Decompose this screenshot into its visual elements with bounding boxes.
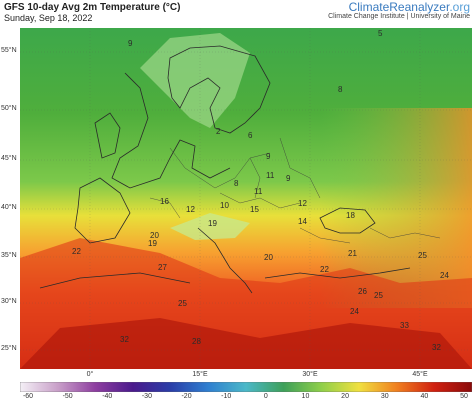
lat-label-25: 25°N (1, 345, 17, 352)
temp-label: 22 (320, 265, 329, 274)
temp-label: 12 (298, 199, 307, 208)
lat-label-55: 55°N (1, 47, 17, 54)
temperature-labels: 5 9 2 8 6 9 11 9 8 11 10 16 12 15 12 19 … (72, 29, 449, 352)
map-title: GFS 10-day Avg 2m Temperature (°C) (4, 2, 181, 13)
colorbar-tick-label: 40 (420, 393, 429, 400)
temp-label: 32 (120, 335, 129, 344)
alps-region (170, 213, 250, 240)
temp-label: 15 (250, 205, 259, 214)
brand-name: ClimateReanalyzer (348, 0, 450, 14)
map-header: GFS 10-day Avg 2m Temperature (°C) Sunda… (0, 0, 474, 28)
temp-label: 11 (266, 171, 275, 180)
colorbar-tick-label: 30 (380, 393, 389, 400)
colorbar-tick-label: -60 (22, 393, 34, 400)
lat-label-50: 50°N (1, 105, 17, 112)
coastlines (39, 45, 411, 294)
graticule (20, 28, 472, 369)
colorbar-tick-label: -50 (62, 393, 73, 400)
temp-label: 28 (192, 337, 201, 346)
temp-label: 25 (374, 291, 383, 300)
temp-label: 20 (264, 253, 273, 262)
temp-label: 21 (348, 249, 357, 258)
temp-label: 9 (128, 39, 133, 48)
lon-label-45e: 45°E (412, 371, 428, 378)
temp-label: 26 (358, 287, 367, 296)
scandinavian-mountains (140, 33, 250, 128)
lon-label-15e: 15°E (192, 371, 208, 378)
temp-label: 19 (148, 239, 157, 248)
lon-label-0: 0° (86, 371, 94, 378)
temp-label: 10 (220, 201, 229, 210)
temp-label: 8 (234, 179, 239, 188)
temp-label: 14 (298, 217, 307, 226)
temp-label: 25 (418, 251, 427, 260)
lon-label-30e: 30°E (302, 371, 318, 378)
lat-label-35: 35°N (1, 252, 17, 259)
temp-label: 24 (440, 271, 449, 280)
temp-label: 12 (186, 205, 195, 214)
temp-label: 25 (178, 299, 187, 308)
temp-label: 22 (72, 247, 81, 256)
colorbar-tick-label: -10 (221, 393, 232, 400)
temp-label: 16 (160, 197, 169, 206)
map-canvas: 5 9 2 8 6 9 11 9 8 11 10 16 12 15 12 19 … (20, 28, 472, 369)
temp-label: 11 (254, 187, 263, 196)
temp-label: 20 (150, 231, 159, 240)
temp-label: 24 (350, 307, 359, 316)
temp-label: 9 (286, 174, 291, 183)
lat-label-30: 30°N (1, 298, 17, 305)
temp-label: 33 (400, 321, 409, 330)
temp-label: 18 (346, 211, 355, 220)
brand-suffix: .org (449, 0, 470, 14)
temp-label: 6 (248, 131, 253, 140)
lat-label-45: 45°N (1, 155, 17, 162)
temp-label: 27 (158, 263, 167, 272)
lat-label-40: 40°N (1, 204, 17, 211)
colorbar-tick-label: 10 (301, 393, 310, 400)
temp-label: 9 (266, 152, 271, 161)
country-borders (149, 137, 441, 244)
colorbar-tick-label: 50 (460, 393, 468, 400)
temp-label: 19 (208, 219, 217, 228)
brand-logo[interactable]: ClimateReanalyzer.org (349, 0, 470, 14)
colorbar-tick-label: 0 (263, 393, 268, 400)
temp-label: 5 (378, 29, 383, 38)
brand-subtitle: Climate Change Institute | University of… (328, 13, 470, 20)
temp-label: 2 (216, 127, 221, 136)
temp-label: 32 (432, 343, 441, 352)
map-date: Sunday, Sep 18, 2022 (4, 13, 93, 23)
temp-label: 8 (338, 85, 343, 94)
sahara-hot (20, 318, 472, 369)
colorbar-tick-label: -30 (141, 393, 152, 400)
colorbar-tick-label: 20 (341, 393, 349, 400)
temperature-map[interactable]: 5 9 2 8 6 9 11 9 8 11 10 16 12 15 12 19 … (20, 28, 472, 369)
colorbar (20, 382, 472, 392)
colorbar-tick-label: -40 (102, 393, 113, 400)
colorbar-tick-label: -20 (181, 393, 192, 400)
